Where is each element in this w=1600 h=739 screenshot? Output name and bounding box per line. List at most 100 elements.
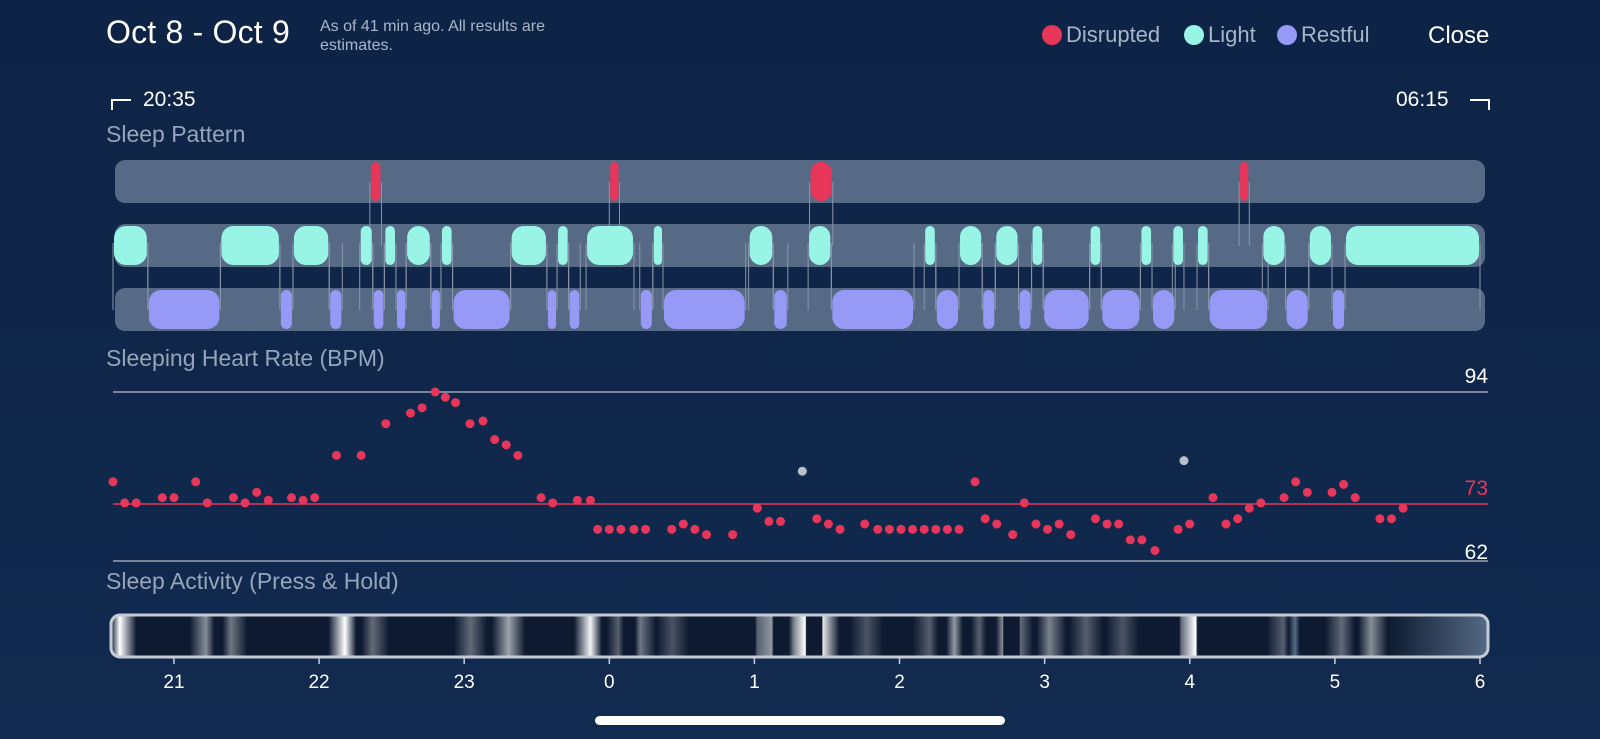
heart-rate-point <box>430 387 440 397</box>
heart-rate-point <box>593 524 603 534</box>
restful-segment <box>1153 290 1175 329</box>
heart-rate-point <box>1208 493 1218 503</box>
heart-rate-point <box>440 392 450 402</box>
heart-rate-point <box>1031 519 1041 529</box>
heart-rate-point <box>896 524 906 534</box>
heart-rate-point <box>1339 479 1349 489</box>
heart-rate-point <box>604 524 614 534</box>
heart-rate-point <box>752 503 762 513</box>
heart-rate-point <box>873 524 883 534</box>
restful-segment <box>547 290 557 329</box>
heart-rate-point <box>616 524 626 534</box>
light-segment <box>996 226 1018 265</box>
legend-label: Disrupted <box>1066 22 1161 47</box>
heart-rate-point <box>157 493 167 503</box>
light-segment <box>809 226 831 265</box>
light-segment <box>1309 226 1331 265</box>
sleep-activity-heading: Sleep Activity (Press & Hold) <box>106 568 399 594</box>
sleep-pattern[interactable] <box>112 160 1485 331</box>
heart-rate-point <box>992 519 1002 529</box>
heart-rate-point <box>1114 519 1124 529</box>
heart-rate-point <box>764 516 774 526</box>
heart-rate-point <box>1150 545 1160 555</box>
sleep-activity-bar[interactable] <box>109 613 1490 659</box>
heart-rate-point <box>585 495 595 505</box>
light-segment <box>407 226 430 265</box>
heart-rate-point <box>860 519 870 529</box>
light-segment <box>1173 226 1183 265</box>
light-segment <box>1346 226 1479 265</box>
outlier-point <box>797 466 807 476</box>
outlier-point <box>1179 456 1189 466</box>
heart-rate-point <box>1185 519 1195 529</box>
heart-rate-point <box>908 524 918 534</box>
heart-rate-point <box>405 408 415 418</box>
heart-rate-point <box>465 419 475 429</box>
light-segment <box>653 226 662 265</box>
heart-rate-point <box>240 498 250 508</box>
light-segment <box>1141 226 1152 265</box>
heart-rate-point <box>1375 514 1385 524</box>
heart-rate-point <box>572 495 582 505</box>
restful-segment <box>1209 290 1268 329</box>
restful-segment <box>774 290 787 329</box>
home-indicator[interactable] <box>595 716 1005 725</box>
heart-rate-point <box>417 403 427 413</box>
heart-rate-point <box>641 524 651 534</box>
heart-rate-point <box>108 477 118 487</box>
light-segment <box>221 226 279 265</box>
heart-rate-point <box>331 450 341 460</box>
legend-restful: Restful <box>1277 22 1369 48</box>
heart-rate-point <box>919 524 929 534</box>
restful-track <box>115 288 1485 331</box>
light-segment <box>360 226 372 265</box>
heart-rate-points <box>108 387 1408 555</box>
restful-segment <box>832 290 914 329</box>
restful-segment <box>569 290 580 329</box>
heart-rate-point <box>1398 503 1408 513</box>
disrupted-segment <box>610 162 619 201</box>
disrupted-track <box>115 160 1485 203</box>
restful-segment <box>453 290 510 329</box>
heart-rate-point <box>1302 487 1312 497</box>
light-segment <box>114 226 147 265</box>
heart-rate-point <box>356 450 366 460</box>
end-time: 06:15 <box>1396 88 1449 111</box>
x-tick-label: 22 <box>308 672 329 693</box>
heart-rate-point <box>513 450 523 460</box>
heart-rate-point <box>1137 535 1147 545</box>
heart-rate-point <box>1019 498 1029 508</box>
heart-rate-point <box>263 495 273 505</box>
heart-rate-point <box>1221 519 1231 529</box>
heart-rate-chart[interactable]: 94 73 62 <box>108 365 1489 564</box>
heart-rate-point <box>629 524 639 534</box>
light-segment <box>441 226 452 265</box>
restful-segment <box>280 290 292 329</box>
heart-rate-point <box>1233 514 1243 524</box>
bracket-end-icon <box>1470 99 1490 110</box>
close-button[interactable]: Close <box>1428 22 1490 49</box>
legend-light: Light <box>1184 22 1256 48</box>
restful-segment <box>1286 290 1308 329</box>
heart-rate-point <box>823 519 833 529</box>
heart-rate-point <box>381 419 391 429</box>
sleep-pattern-heading: Sleep Pattern <box>106 121 246 147</box>
bracket-start-icon <box>111 99 131 110</box>
light-segment <box>749 226 773 265</box>
heart-rate-point <box>310 493 320 503</box>
disrupted-segment <box>1240 162 1249 201</box>
heart-rate-point <box>1008 530 1018 540</box>
x-tick-label: 21 <box>163 672 184 693</box>
x-tick-label: 2 <box>894 672 905 693</box>
activity-track[interactable] <box>109 613 1490 659</box>
heart-rate-point <box>954 524 964 534</box>
heart-rate-point <box>536 493 546 503</box>
restful-segment <box>431 290 440 329</box>
light-segment <box>925 226 935 265</box>
heart-rate-point <box>1054 519 1064 529</box>
restful-segment <box>663 290 745 329</box>
heart-rate-point <box>490 435 500 445</box>
heart-rate-point <box>450 398 460 408</box>
light-segment <box>558 226 568 265</box>
